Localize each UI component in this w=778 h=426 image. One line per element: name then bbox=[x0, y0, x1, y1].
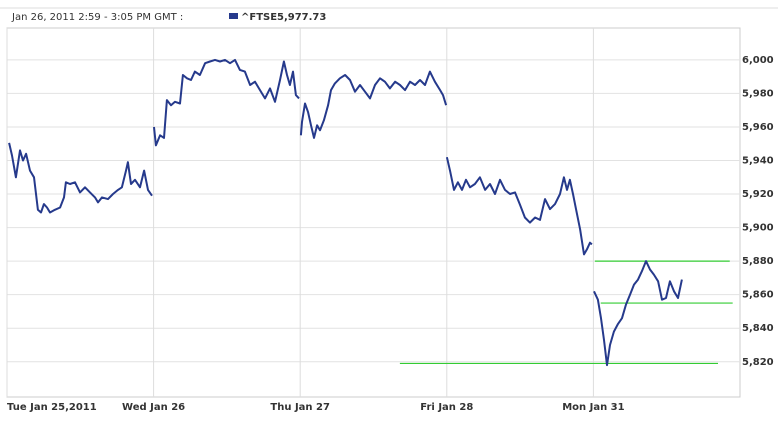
legend-name: ^FTSE bbox=[241, 12, 277, 23]
y-tick-label: 6,000 bbox=[742, 55, 774, 66]
y-tick-label: 5,940 bbox=[742, 156, 774, 167]
x-tick-label: Tue Jan 25,2011 bbox=[7, 402, 97, 413]
x-tick-label: Wed Jan 26 bbox=[122, 402, 185, 413]
y-tick-label: 5,860 bbox=[742, 290, 774, 301]
price-line bbox=[8, 58, 683, 367]
y-tick-label: 5,960 bbox=[742, 122, 774, 133]
y-tick-label: 5,840 bbox=[742, 323, 774, 334]
legend-value: 5,977.73 bbox=[277, 12, 326, 23]
y-tick-label: 5,880 bbox=[742, 256, 774, 267]
y-tick-label: 5,920 bbox=[742, 189, 774, 200]
x-tick-label: Fri Jan 28 bbox=[420, 402, 473, 413]
y-tick-label: 5,980 bbox=[742, 88, 774, 99]
y-tick-label: 5,820 bbox=[742, 357, 774, 368]
x-tick-label: Thu Jan 27 bbox=[270, 402, 330, 413]
y-tick-label: 5,900 bbox=[742, 223, 774, 234]
header-title: Jan 26, 2011 2:59 - 3:05 PM GMT : bbox=[11, 12, 183, 23]
x-tick-label: Mon Jan 31 bbox=[562, 402, 624, 413]
legend-swatch bbox=[229, 13, 238, 19]
